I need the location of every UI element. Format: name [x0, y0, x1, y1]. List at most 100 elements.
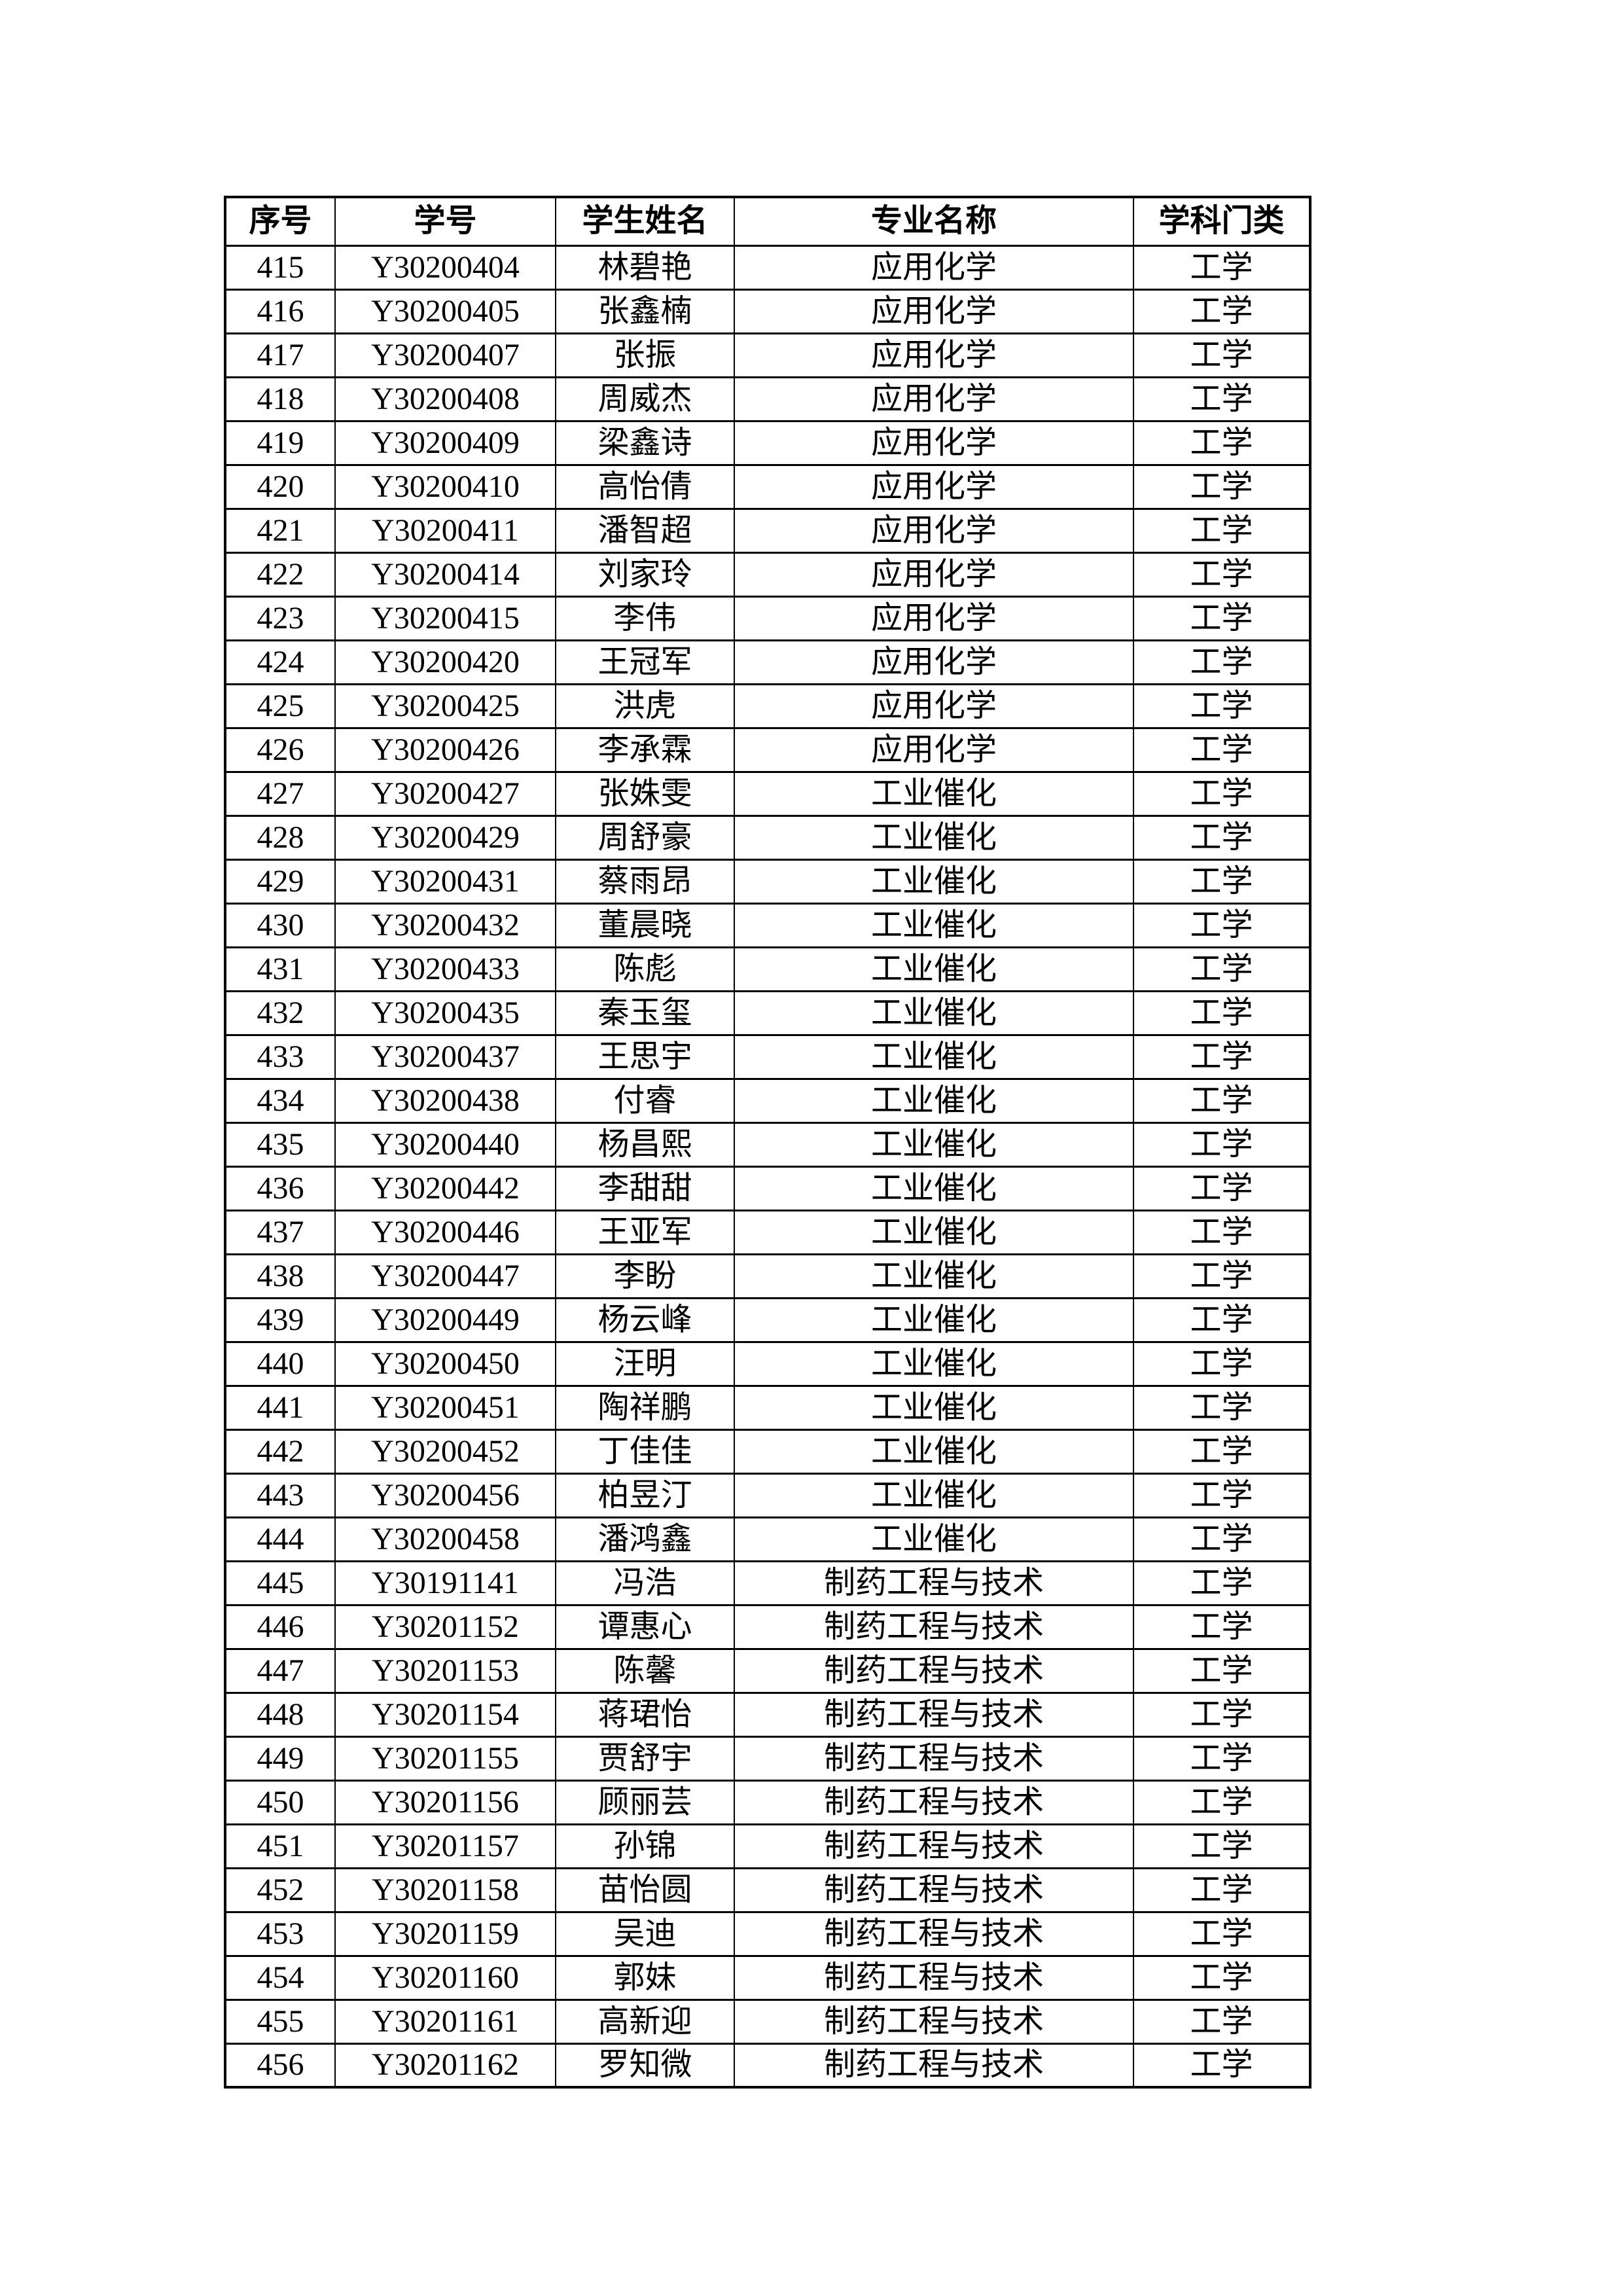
table-row: 437 Y30200446 王亚军 工业催化 工学 [224, 1209, 1311, 1255]
cell-index: 419 [224, 420, 336, 466]
table-row: 450 Y30201156 顾丽芸 制药工程与技术 工学 [224, 1779, 1311, 1825]
cell-student_id: Y30200446 [334, 1209, 556, 1255]
cell-name: 董晨晓 [555, 902, 735, 948]
cell-category: 工学 [1133, 990, 1311, 1036]
cell-category: 工学 [1133, 1823, 1311, 1869]
table-row: 420 Y30200410 高怡倩 应用化学 工学 [224, 463, 1311, 510]
cell-name: 林碧艳 [555, 244, 735, 291]
cell-index: 444 [224, 1516, 336, 1562]
table-row: 456 Y30201162 罗知微 制药工程与技术 工学 [224, 2042, 1311, 2089]
cell-category: 工学 [1133, 1033, 1311, 1080]
table-row: 445 Y30191141 冯浩 制药工程与技术 工学 [224, 1560, 1311, 1606]
cell-major: 制药工程与技术 [734, 1691, 1134, 1738]
cell-name: 付睿 [555, 1077, 735, 1124]
cell-student_id: Y30201152 [334, 1604, 556, 1650]
cell-student_id: Y30201156 [334, 1779, 556, 1825]
cell-student_id: Y30201155 [334, 1735, 556, 1782]
cell-student_id: Y30201162 [334, 2042, 556, 2089]
cell-student_id: Y30200415 [334, 595, 556, 641]
cell-major: 工业催化 [734, 1384, 1134, 1431]
cell-index: 434 [224, 1077, 336, 1124]
cell-index: 435 [224, 1121, 336, 1168]
cell-category: 工学 [1133, 1428, 1311, 1475]
cell-category: 工学 [1133, 244, 1311, 291]
cell-student_id: Y30200447 [334, 1253, 556, 1299]
cell-major: 应用化学 [734, 376, 1134, 422]
cell-index: 440 [224, 1340, 336, 1387]
cell-major: 制药工程与技术 [734, 1604, 1134, 1650]
cell-major: 制药工程与技术 [734, 1998, 1134, 2045]
header-row: 序号 学号 学生姓名 专业名称 学科门类 [224, 196, 1311, 247]
cell-index: 424 [224, 639, 336, 685]
cell-major: 工业催化 [734, 1472, 1134, 1518]
cell-index: 450 [224, 1779, 336, 1825]
table-row: 422 Y30200414 刘家玲 应用化学 工学 [224, 551, 1311, 598]
cell-major: 工业催化 [734, 858, 1134, 905]
table-row: 418 Y30200408 周威杰 应用化学 工学 [224, 376, 1311, 422]
cell-name: 杨昌熙 [555, 1121, 735, 1168]
cell-category: 工学 [1133, 946, 1311, 992]
cell-category: 工学 [1133, 1998, 1311, 2045]
cell-index: 431 [224, 946, 336, 992]
cell-category: 工学 [1133, 1691, 1311, 1738]
cell-category: 工学 [1133, 2042, 1311, 2089]
cell-category: 工学 [1133, 1472, 1311, 1518]
cell-name: 潘智超 [555, 507, 735, 554]
table-row: 433 Y30200437 王思宇 工业催化 工学 [224, 1033, 1311, 1080]
cell-name: 潘鸿鑫 [555, 1516, 735, 1562]
cell-category: 工学 [1133, 683, 1311, 729]
cell-index: 456 [224, 2042, 336, 2089]
cell-major: 工业催化 [734, 1340, 1134, 1387]
cell-name: 蒋珺怡 [555, 1691, 735, 1738]
cell-category: 工学 [1133, 1647, 1311, 1694]
cell-category: 工学 [1133, 814, 1311, 861]
table-row: 423 Y30200415 李伟 应用化学 工学 [224, 595, 1311, 641]
cell-index: 447 [224, 1647, 336, 1694]
cell-major: 制药工程与技术 [734, 1867, 1134, 1913]
cell-category: 工学 [1133, 1867, 1311, 1913]
cell-student_id: Y30200458 [334, 1516, 556, 1562]
cell-student_id: Y30200438 [334, 1077, 556, 1124]
cell-major: 工业催化 [734, 902, 1134, 948]
student-roster-table: 序号 学号 学生姓名 专业名称 学科门类 415 Y30200404 林碧艳 应用化学… [224, 196, 1311, 2089]
cell-index: 455 [224, 1998, 336, 2045]
cell-category: 工学 [1133, 1516, 1311, 1562]
cell-name: 柏昱汀 [555, 1472, 735, 1518]
cell-index: 437 [224, 1209, 336, 1255]
cell-index: 417 [224, 332, 336, 378]
table-row: 438 Y30200447 李盼 工业催化 工学 [224, 1253, 1311, 1299]
cell-major: 工业催化 [734, 814, 1134, 861]
cell-major: 应用化学 [734, 639, 1134, 685]
cell-name: 张振 [555, 332, 735, 378]
cell-category: 工学 [1133, 551, 1311, 598]
table-row: 446 Y30201152 谭惠心 制药工程与技术 工学 [224, 1604, 1311, 1650]
cell-index: 429 [224, 858, 336, 905]
cell-student_id: Y30191141 [334, 1560, 556, 1606]
table-row: 417 Y30200407 张振 应用化学 工学 [224, 332, 1311, 378]
cell-index: 433 [224, 1033, 336, 1080]
cell-index: 436 [224, 1165, 336, 1211]
cell-major: 制药工程与技术 [734, 1647, 1134, 1694]
table-row: 451 Y30201157 孙锦 制药工程与技术 工学 [224, 1823, 1311, 1869]
table-row: 449 Y30201155 贾舒宇 制药工程与技术 工学 [224, 1735, 1311, 1782]
table-row: 447 Y30201153 陈馨 制药工程与技术 工学 [224, 1647, 1311, 1694]
cell-index: 443 [224, 1472, 336, 1518]
cell-name: 高怡倩 [555, 463, 735, 510]
table-row: 429 Y30200431 蔡雨昂 工业催化 工学 [224, 858, 1311, 905]
cell-name: 丁佳佳 [555, 1428, 735, 1475]
cell-major: 制药工程与技术 [734, 1954, 1134, 2001]
cell-name: 陶祥鹏 [555, 1384, 735, 1431]
cell-major: 应用化学 [734, 507, 1134, 554]
table-row: 432 Y30200435 秦玉玺 工业催化 工学 [224, 990, 1311, 1036]
cell-name: 周舒豪 [555, 814, 735, 861]
cell-index: 446 [224, 1604, 336, 1650]
cell-category: 工学 [1133, 726, 1311, 773]
cell-student_id: Y30200433 [334, 946, 556, 992]
cell-major: 制药工程与技术 [734, 1560, 1134, 1606]
cell-index: 428 [224, 814, 336, 861]
cell-student_id: Y30200427 [334, 770, 556, 817]
cell-name: 周威杰 [555, 376, 735, 422]
cell-name: 梁鑫诗 [555, 420, 735, 466]
table-row: 424 Y30200420 王冠军 应用化学 工学 [224, 639, 1311, 685]
